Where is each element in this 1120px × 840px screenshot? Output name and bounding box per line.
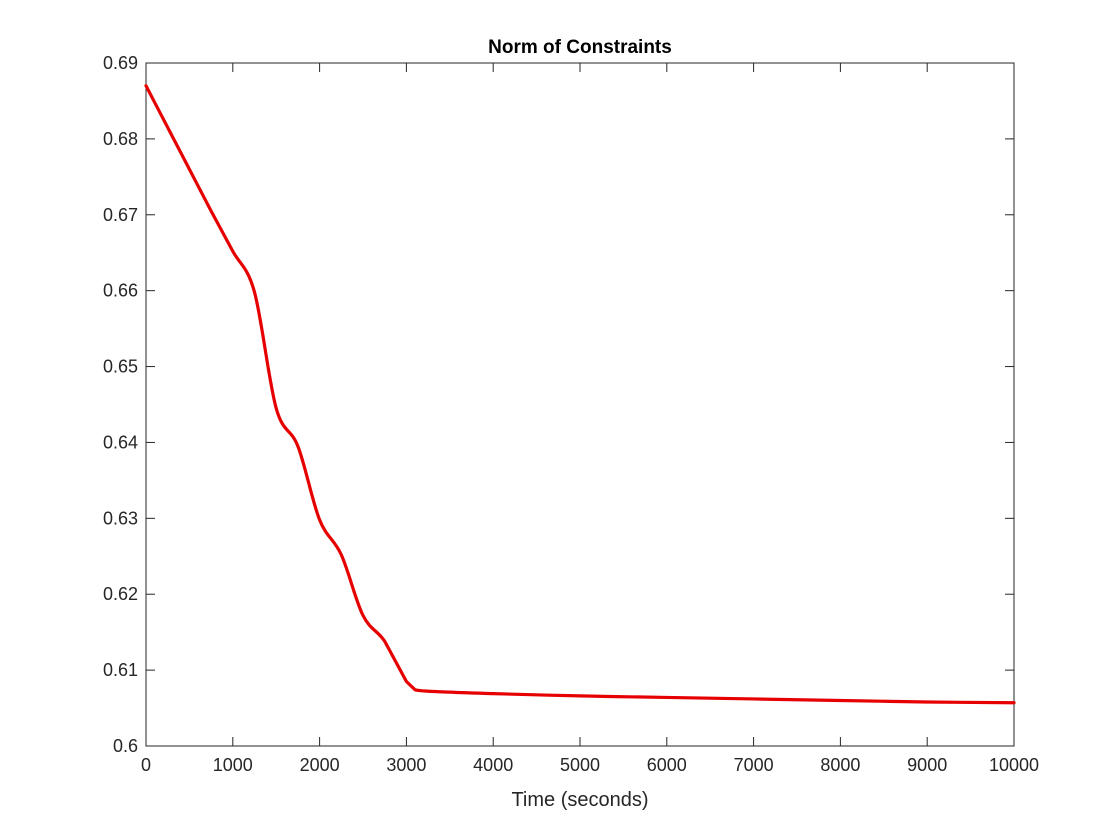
y-tick-label: 0.67 (103, 205, 138, 225)
x-tick-label: 3000 (386, 755, 426, 775)
y-axis: 0.6 0.61 0.62 0.63 0.64 0.65 0.66 0.67 0.68 0.69 (103, 53, 1014, 756)
x-tick-label: 10000 (989, 755, 1039, 775)
plot-area (145, 62, 1015, 747)
x-axis-label: Time (seconds) (511, 789, 648, 811)
y-tick-label: 0.61 (103, 660, 138, 680)
y-tick-label: 0.63 (103, 508, 138, 528)
x-tick-label: 4000 (473, 755, 513, 775)
y-tick-label: 0.68 (103, 129, 138, 149)
y-tick-label: 0.65 (103, 357, 138, 377)
x-tick-label: 6000 (647, 755, 687, 775)
chart-title: Norm of Constraints (488, 37, 672, 58)
x-tick-label: 1000 (213, 755, 253, 775)
x-tick-label: 8000 (820, 755, 860, 775)
y-tick-label: 0.64 (103, 432, 138, 452)
y-tick-label: 0.66 (103, 281, 138, 301)
y-tick-label: 0.69 (103, 53, 138, 73)
x-tick-label: 5000 (560, 755, 600, 775)
series-line (144, 84, 1016, 705)
x-tick-label: 0 (141, 755, 151, 775)
y-tick-label: 0.6 (113, 736, 138, 756)
x-axis: 0 1000 2000 3000 4000 5000 6000 7000 8000 9000 100… (141, 63, 1039, 775)
x-tick-label: 7000 (734, 755, 774, 775)
x-tick-label: 9000 (907, 755, 947, 775)
x-tick-label: 2000 (300, 755, 340, 775)
y-tick-label: 0.62 (103, 584, 138, 604)
